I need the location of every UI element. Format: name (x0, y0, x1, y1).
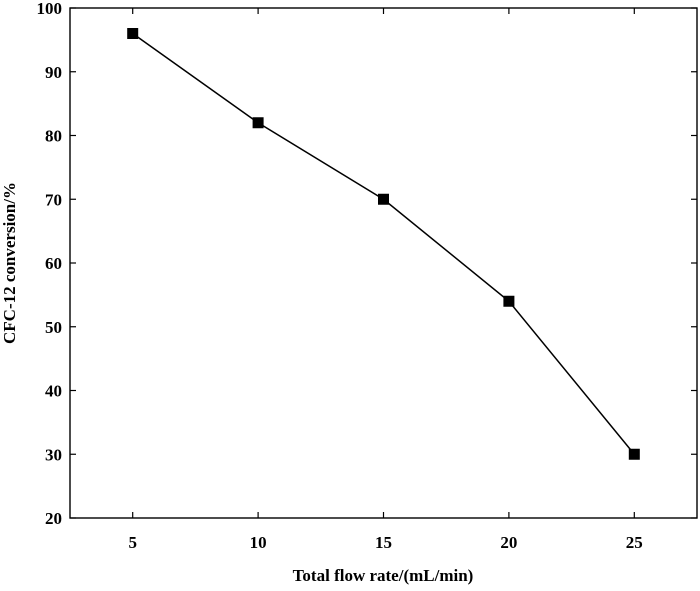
data-series (127, 28, 640, 460)
x-tick-label: 5 (128, 533, 137, 552)
data-point-marker (252, 117, 264, 129)
y-tick-label: 60 (45, 254, 62, 273)
y-tick-label: 90 (45, 63, 62, 82)
series-line (132, 32, 635, 455)
y-tick-label: 30 (45, 445, 62, 464)
y-axis-title: CFC-12 conversion/% (0, 182, 19, 344)
y-tick-label: 70 (45, 190, 62, 209)
x-axis-title: Total flow rate/(mL/min) (293, 566, 474, 585)
y-tick-label: 40 (45, 382, 62, 401)
x-tick-label: 25 (626, 533, 643, 552)
y-tick-label: 80 (45, 127, 62, 146)
x-axis-ticks: 5 10 15 20 25 (128, 8, 643, 552)
y-tick-label: 50 (45, 318, 62, 337)
data-point-marker (378, 193, 389, 205)
y-tick-label: 20 (45, 509, 62, 528)
plot-frame (69, 7, 698, 519)
data-point-marker (503, 295, 515, 307)
x-tick-label: 15 (375, 533, 392, 552)
x-tick-label: 10 (250, 533, 267, 552)
x-tick-label: 20 (500, 533, 517, 552)
data-point-marker (127, 28, 139, 39)
y-axis-ticks: 20 30 40 50 60 70 80 90 100 (37, 0, 697, 528)
data-point-marker (628, 448, 640, 460)
y-tick-label: 100 (37, 0, 63, 18)
